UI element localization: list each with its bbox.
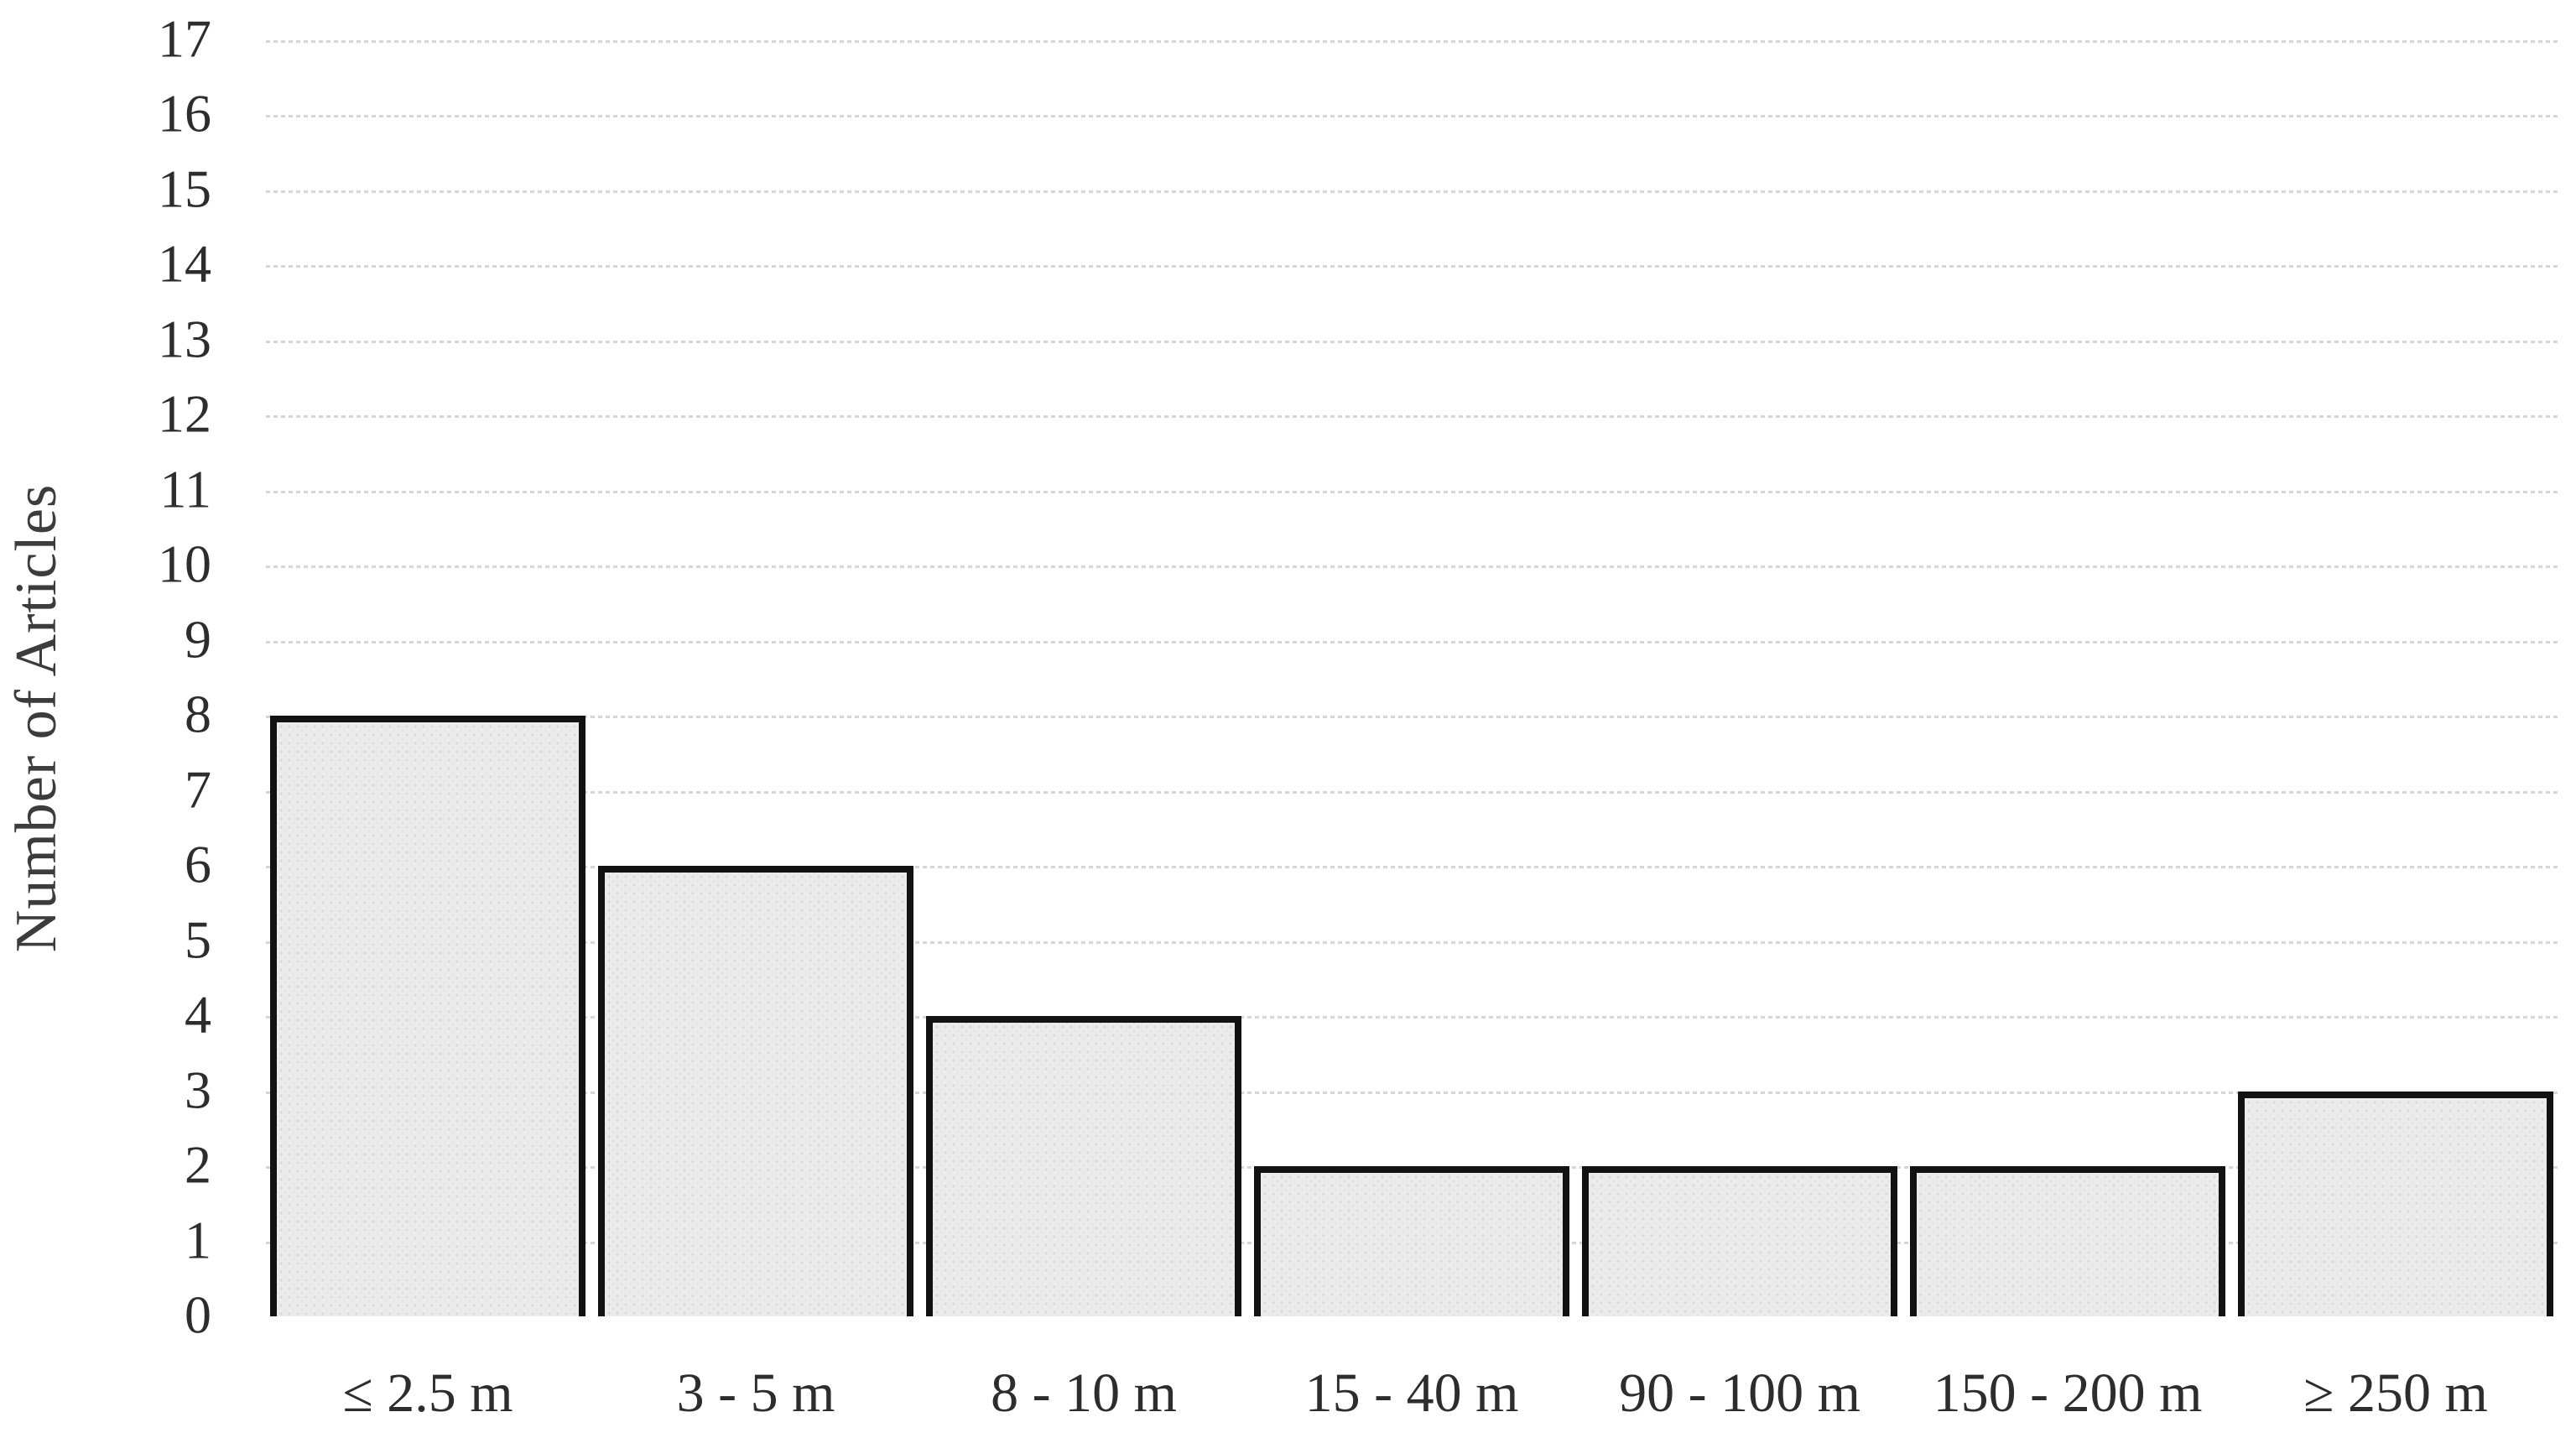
y-tick-label: 7: [185, 759, 211, 820]
y-tick-label: 9: [185, 609, 211, 670]
x-tick-label: 150 - 200 m: [1933, 1362, 2203, 1424]
gridline: [266, 565, 2560, 568]
gridline: [266, 1016, 2560, 1019]
gridline: [266, 866, 2560, 868]
y-tick-label: 8: [185, 684, 211, 744]
bar: [598, 866, 913, 1316]
gridline: [266, 190, 2560, 193]
gridline: [266, 115, 2560, 117]
y-tick-label: 11: [159, 459, 211, 519]
x-tick-label: 15 - 40 m: [1304, 1362, 1519, 1424]
bar: [1254, 1166, 1569, 1316]
y-tick-label: 15: [158, 159, 211, 219]
gridline: [266, 790, 2560, 794]
y-tick-label: 16: [158, 83, 211, 143]
gridline: [266, 1091, 2560, 1094]
gridline: [266, 716, 2560, 718]
x-tick-label: 8 - 10 m: [991, 1362, 1177, 1424]
y-tick-label: 5: [185, 909, 211, 970]
y-tick-label: 0: [185, 1284, 211, 1345]
x-tick-label: 90 - 100 m: [1619, 1362, 1860, 1424]
y-tick-label: 10: [158, 534, 211, 594]
y-tick-label: 14: [158, 233, 211, 294]
gridline: [266, 340, 2560, 343]
y-tick-label: 4: [185, 984, 211, 1045]
bar: [1582, 1166, 1897, 1316]
y-tick-label: 2: [185, 1134, 211, 1195]
gridline: [266, 415, 2560, 418]
gridline: [266, 265, 2560, 268]
bar: [2238, 1091, 2553, 1316]
gridline: [266, 940, 2560, 944]
x-tick-label: 3 - 5 m: [676, 1362, 835, 1424]
y-tick-label: 6: [185, 834, 211, 894]
bar: [1910, 1166, 2225, 1316]
gridline: [266, 490, 2560, 493]
bar: [270, 716, 585, 1316]
y-tick-label: 3: [185, 1060, 211, 1120]
bar: [926, 1016, 1241, 1316]
y-tick-label: 17: [158, 8, 211, 69]
x-tick-label: ≤ 2.5 m: [342, 1362, 513, 1424]
gridline: [266, 640, 2560, 643]
gridline: [266, 39, 2560, 43]
y-tick-label: 12: [158, 383, 211, 444]
x-tick-label: ≥ 250 m: [2303, 1362, 2488, 1424]
y-tick-label: 13: [158, 309, 211, 369]
y-tick-label: 1: [185, 1210, 211, 1270]
